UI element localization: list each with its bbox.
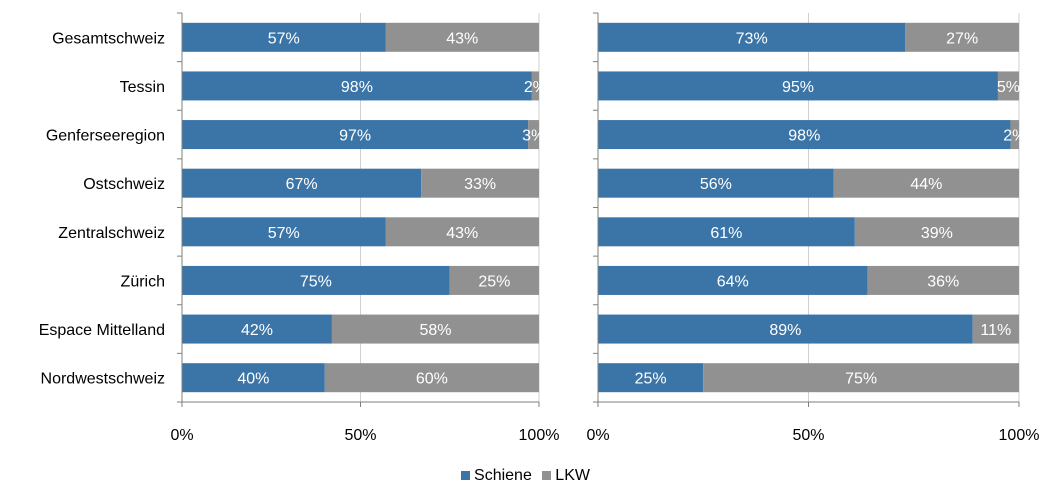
panel2-data-label: 36% xyxy=(927,273,959,290)
category-label: Tessin xyxy=(120,79,165,96)
panel1-bar-lkw xyxy=(531,71,539,101)
panel2-bar-schiene xyxy=(598,363,704,393)
panel2-bar-lkw xyxy=(972,314,1019,344)
panel1-bar-schiene xyxy=(182,71,532,101)
panel2-x-tick-label: 0% xyxy=(586,427,609,444)
panel2-bar-schiene xyxy=(598,71,998,101)
legend-label-lkw: LKW xyxy=(555,467,590,484)
panel2-data-label: 75% xyxy=(845,371,877,388)
panel1-data-label: 57% xyxy=(268,30,300,47)
panel1-data-label: 97% xyxy=(339,128,371,145)
chart-area: 57% 43% Gesamtschweiz 98% 2% Tessin 97% 3% Genfe… xyxy=(39,12,1040,444)
panel2-data-label: 25% xyxy=(635,371,667,388)
panel1-data-label: 42% xyxy=(241,322,273,339)
panel1-data-label: 43% xyxy=(446,225,478,242)
panel1-bar-lkw xyxy=(385,217,539,247)
panel2-bar-lkw xyxy=(833,168,1019,198)
panel1-data-label: 67% xyxy=(286,176,318,193)
legend-swatch-lkw xyxy=(542,471,552,481)
panel2-data-label: 64% xyxy=(717,273,749,290)
panel2-bar-schiene xyxy=(598,217,855,247)
category-label: Gesamtschweiz xyxy=(52,30,165,47)
panel2-bar-lkw xyxy=(997,71,1019,101)
legend-item-schiene: Schiene xyxy=(461,467,532,485)
panel1-data-label: 40% xyxy=(237,371,269,388)
panel1-data-label: 98% xyxy=(341,79,373,96)
panel1-data-label: 75% xyxy=(300,273,332,290)
category-label: Zürich xyxy=(121,273,165,290)
panel2-data-label: 2% xyxy=(1003,128,1026,145)
panel1-bar-schiene xyxy=(182,217,386,247)
panel2-data-label: 11% xyxy=(980,322,1011,339)
legend-swatch-schiene xyxy=(461,471,471,481)
panel2-bar-schiene xyxy=(598,265,868,295)
panel2-data-label: 98% xyxy=(788,128,820,145)
panel2-bar-schiene xyxy=(598,314,973,344)
panel1-bar-schiene xyxy=(182,314,332,344)
legend-item-lkw: LKW xyxy=(542,467,590,485)
panel1-x-tick-label: 0% xyxy=(170,427,193,444)
panel1-data-label: 2% xyxy=(524,79,547,96)
panel2-bar-lkw xyxy=(1010,120,1019,150)
panel2-data-label: 27% xyxy=(946,30,978,47)
panel1-data-label: 58% xyxy=(419,322,451,339)
panel1-bar-lkw xyxy=(449,265,539,295)
panel1-bar-schiene xyxy=(182,363,325,393)
panel2-bar-schiene xyxy=(598,22,906,52)
panel1-bar-schiene xyxy=(182,168,422,198)
panel2-data-label: 39% xyxy=(921,225,953,242)
panel2-bar-lkw xyxy=(703,363,1019,393)
panel1-x-tick-label: 100% xyxy=(519,427,560,444)
legend: Schiene LKW xyxy=(0,467,1051,485)
category-label: Zentralschweiz xyxy=(58,225,165,242)
panel1-bar-schiene xyxy=(182,120,529,150)
panel2-x-tick-label: 50% xyxy=(792,427,824,444)
category-label: Ostschweiz xyxy=(83,176,165,193)
panel2-data-label: 44% xyxy=(910,176,942,193)
panel2-data-label: 95% xyxy=(782,79,814,96)
panel1-data-label: 43% xyxy=(446,30,478,47)
panel2-bar-schiene xyxy=(598,120,1011,150)
panel2-data-label: 73% xyxy=(736,30,768,47)
category-label: Nordwestschweiz xyxy=(41,371,165,388)
panel1-bar-schiene xyxy=(182,265,450,295)
panel2-data-label: 5% xyxy=(997,79,1020,96)
panel1-data-label: 33% xyxy=(464,176,496,193)
panel1-data-label: 60% xyxy=(416,371,448,388)
category-label: Genferseeregion xyxy=(46,128,165,145)
panel1-bar-lkw xyxy=(324,363,539,393)
panel2-data-label: 61% xyxy=(710,225,742,242)
panel1-bar-schiene xyxy=(182,22,386,52)
panel2-x-tick-label: 100% xyxy=(999,427,1040,444)
legend-label-schiene: Schiene xyxy=(474,467,532,484)
panel1-x-tick-label: 50% xyxy=(344,427,376,444)
panel1-data-label: 57% xyxy=(268,225,300,242)
panel2-bar-lkw xyxy=(905,22,1019,52)
panel2-data-label: 56% xyxy=(700,176,732,193)
panel1-data-label: 3% xyxy=(522,128,545,145)
panel2-data-label: 89% xyxy=(769,322,801,339)
category-label: Espace Mittelland xyxy=(39,322,165,339)
panel1-bar-lkw xyxy=(331,314,539,344)
panel2-bar-lkw xyxy=(854,217,1019,247)
panel1-bar-lkw xyxy=(421,168,539,198)
panel2-bar-schiene xyxy=(598,168,834,198)
panel1-data-label: 25% xyxy=(478,273,510,290)
panel1-bar-lkw xyxy=(385,22,539,52)
panel2-bar-lkw xyxy=(867,265,1019,295)
panel1-bar-lkw xyxy=(528,120,539,150)
